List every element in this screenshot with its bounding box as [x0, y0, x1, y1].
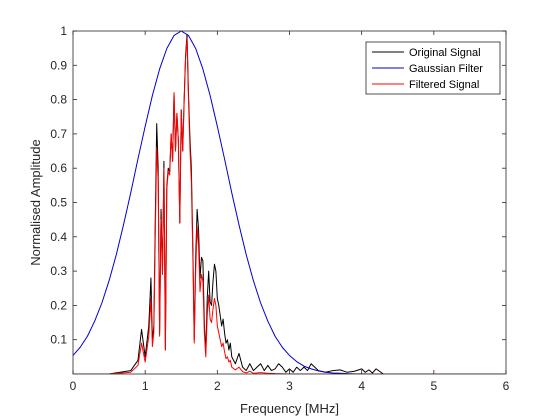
y-tick-label: 0.3 — [50, 264, 67, 278]
y-tick-label: 0.4 — [50, 230, 67, 244]
y-tick-label: 0.5 — [50, 196, 67, 210]
x-tick-label: 0 — [70, 379, 77, 393]
x-tick-label: 2 — [214, 379, 221, 393]
legend-entry: Gaussian Filter — [409, 63, 483, 75]
y-tick-label: 0.2 — [50, 298, 67, 312]
x-tick-label: 6 — [503, 379, 510, 393]
legend: Original Signal Gaussian Filter Filtered S… — [365, 41, 501, 95]
ticks-layer: 0 1 2 3 4 5 6 0.1 0.2 0.3 0.4 0.5 0.6 0.7 0.8 0.9 1 — [50, 24, 509, 393]
x-tick-label: 3 — [286, 379, 293, 393]
legend-entry: Filtered Signal — [409, 79, 479, 91]
y-tick-label: 0.6 — [50, 161, 67, 175]
x-tick-label: 1 — [142, 379, 149, 393]
y-axis-label: Normalised Amplitude — [28, 139, 43, 265]
series-line-filtered-signal — [73, 37, 506, 374]
x-axis-label: Frequency [MHz] — [240, 401, 339, 416]
legend-entry: Original Signal — [409, 47, 481, 59]
y-tick-label: 0.1 — [50, 333, 67, 347]
x-tick-label: 5 — [430, 379, 437, 393]
x-tick-label: 4 — [358, 379, 365, 393]
y-tick-label: 0.9 — [50, 58, 67, 72]
y-tick-label: 1 — [60, 24, 67, 38]
y-tick-label: 0.7 — [50, 127, 67, 141]
y-tick-label: 0.8 — [50, 93, 67, 107]
